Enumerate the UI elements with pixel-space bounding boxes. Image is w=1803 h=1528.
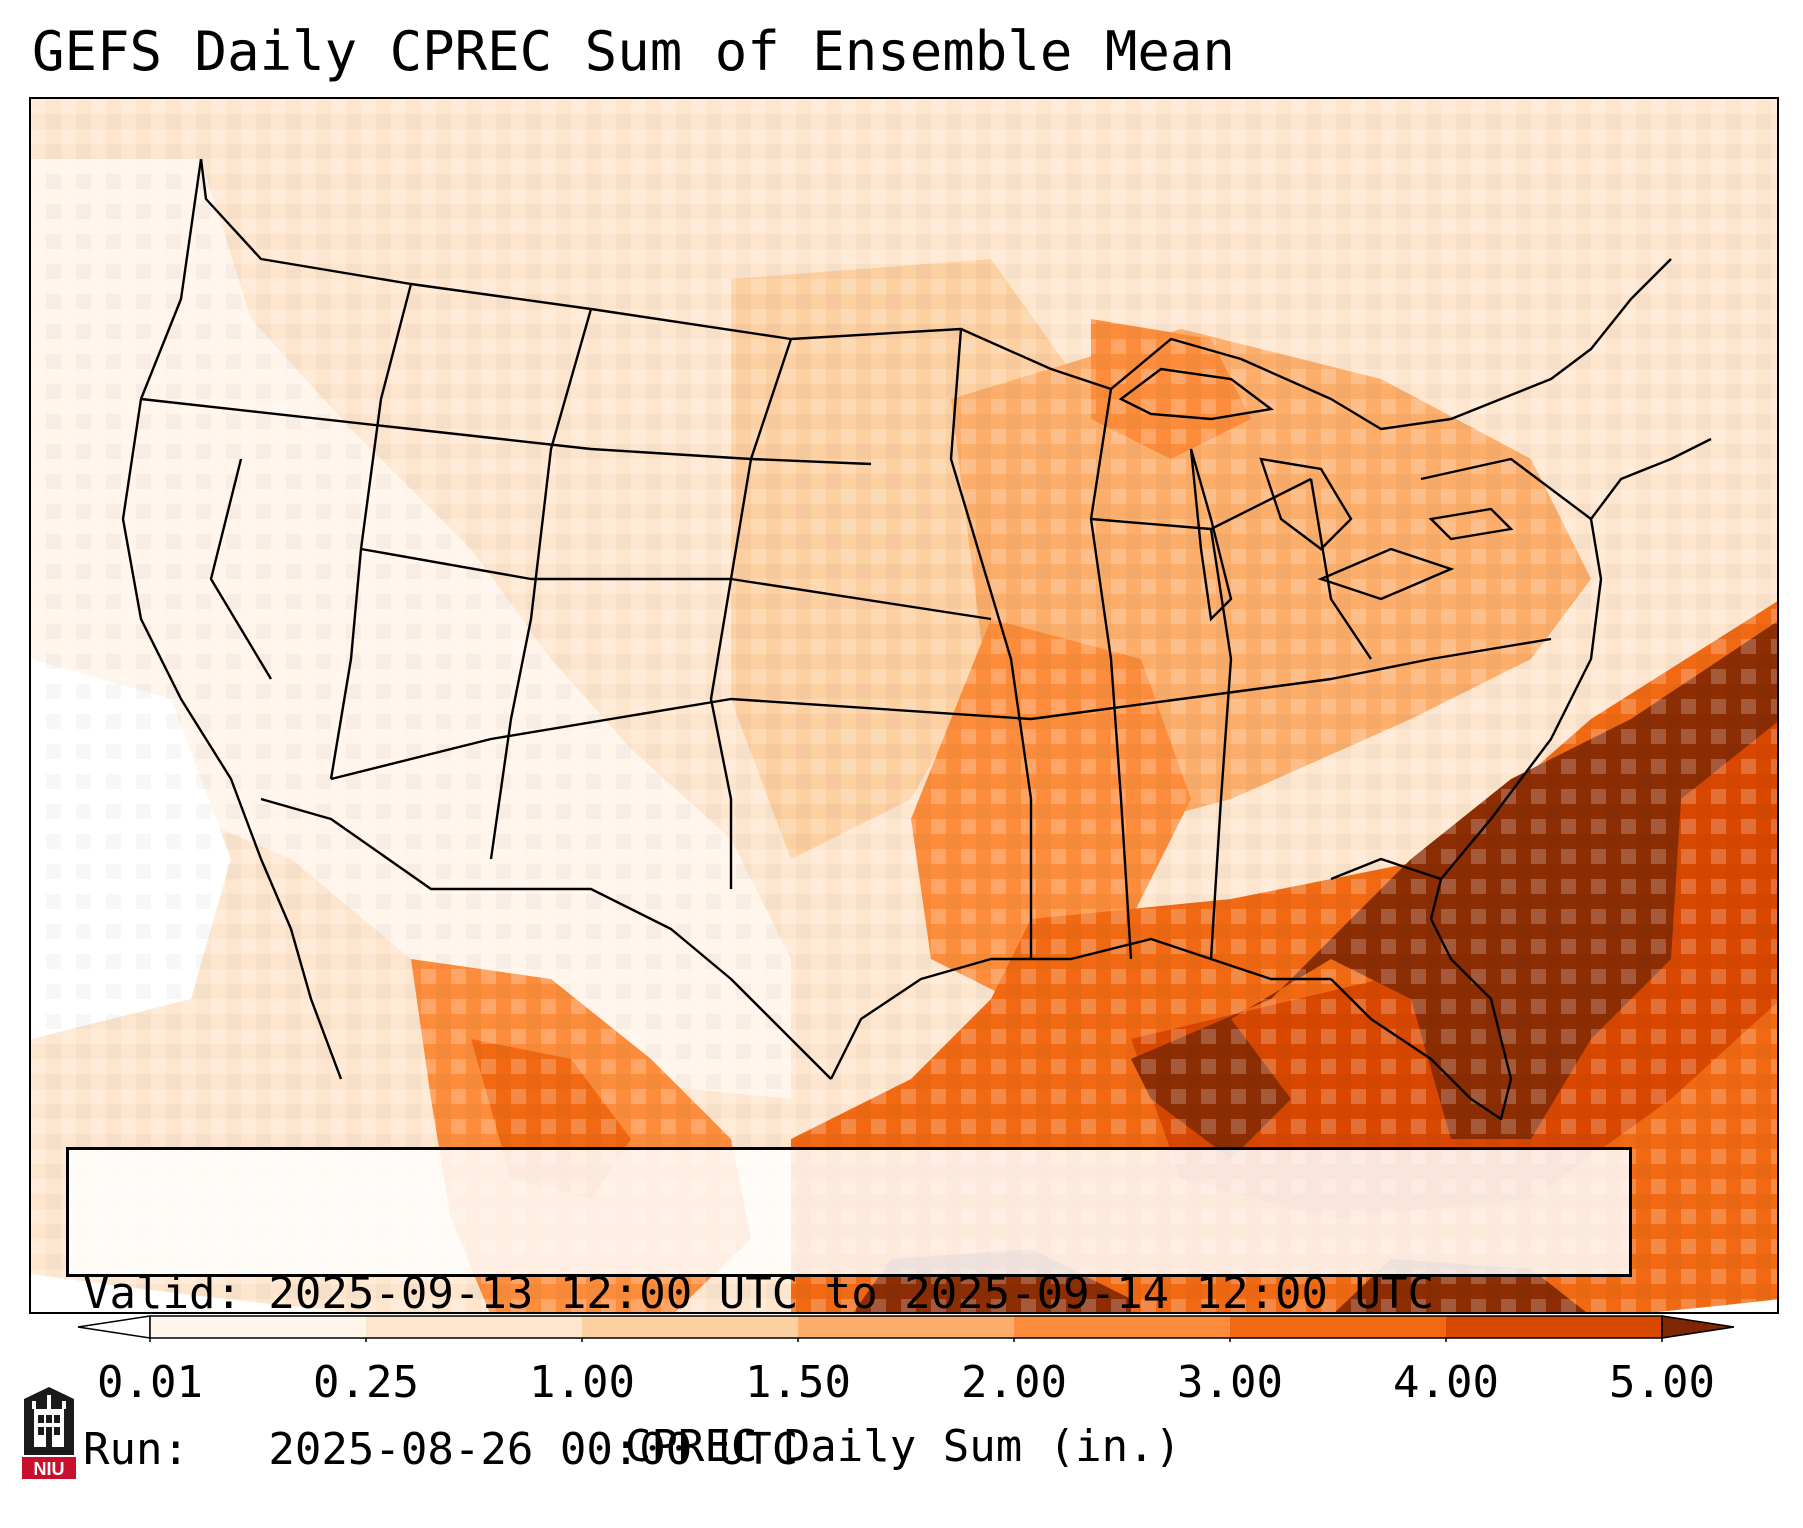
logo-text: NIU	[34, 1459, 65, 1479]
colorbar-segment	[1230, 1316, 1447, 1338]
colorbar-segment	[150, 1316, 367, 1338]
colorbar-tick-label: 1.00	[529, 1357, 635, 1408]
colorbar-tick-label: 1.50	[745, 1357, 851, 1408]
colorbar-segment	[582, 1316, 799, 1338]
colorbar-label: CPREC Daily Sum (in.)	[624, 1421, 1182, 1472]
valid-time-text: Valid: 2025-09-13 12:00 UTC to 2025-09-1…	[83, 1268, 1435, 1319]
colorbar-segment	[1446, 1316, 1663, 1338]
colorbar-tick-label: 3.00	[1177, 1357, 1283, 1408]
valid-time-box: Valid: 2025-09-13 12:00 UTC to 2025-09-1…	[66, 1147, 1632, 1475]
colorbar-under-arrow	[77, 1315, 151, 1339]
precip-map	[31, 99, 1777, 1312]
colorbar-tick-label: 4.00	[1393, 1357, 1499, 1408]
colorbar-segment	[798, 1316, 1015, 1338]
colorbar-segment	[1014, 1316, 1231, 1338]
colorbar	[77, 1315, 1735, 1342]
map-title: GEFS Daily CPREC Sum of Ensemble Mean	[32, 20, 1235, 83]
colorbar-tick-label: 0.01	[97, 1357, 203, 1408]
colorbar-outline	[149, 1315, 1663, 1339]
great-lakes	[1118, 367, 1514, 622]
precip-field	[31, 99, 1777, 1312]
run-time-text: Run: 2025-08-26 00:00 UTC	[83, 1424, 799, 1475]
map-panel	[29, 97, 1779, 1314]
colorbar-tick-label: 5.00	[1609, 1357, 1715, 1408]
colorbar-segment	[366, 1316, 583, 1338]
niu-castle-logo-icon: NIU	[20, 1385, 78, 1481]
colorbar-tick-label: 0.25	[313, 1357, 419, 1408]
colorbar-over-arrow	[1661, 1315, 1735, 1339]
colorbar-tick-label: 2.00	[961, 1357, 1067, 1408]
state-borders	[121, 158, 1712, 1121]
